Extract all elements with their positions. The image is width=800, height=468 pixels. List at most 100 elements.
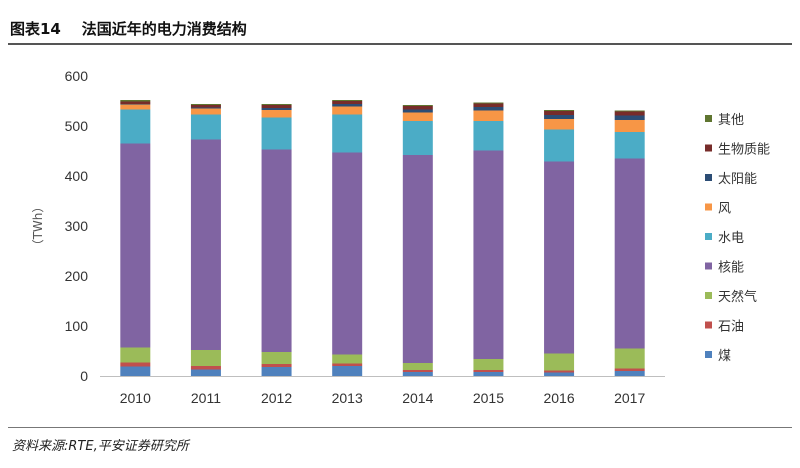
- bar-segment: [120, 101, 151, 104]
- y-tick-label: 600: [65, 68, 89, 84]
- legend-swatch: [705, 144, 712, 152]
- bar-segment: [473, 370, 504, 372]
- bar-segment: [402, 105, 433, 106]
- bar-segment: [544, 129, 575, 162]
- bar-segment: [473, 121, 504, 151]
- legend-label: 太阳能: [718, 172, 757, 187]
- bar-segment: [473, 359, 504, 370]
- bar-segment: [120, 104, 151, 105]
- bar-segment: [402, 112, 433, 121]
- legend-swatch: [705, 321, 712, 329]
- bar-segment: [614, 368, 645, 371]
- legend-label: 风: [718, 202, 731, 217]
- x-tick-label: 2010: [120, 390, 151, 406]
- bar-segment: [190, 139, 221, 350]
- bar-segment: [614, 110, 645, 112]
- bar-segment: [544, 353, 575, 371]
- bar-segment: [261, 117, 292, 150]
- bar-segment: [544, 372, 575, 376]
- chart-header: 图表14 法国近年的电力消费结构: [0, 0, 800, 44]
- legend-label: 水电: [718, 231, 744, 246]
- bar-segment: [544, 110, 575, 111]
- bar-segment: [473, 372, 504, 376]
- bar-segment: [402, 363, 433, 370]
- bar-segment: [614, 371, 645, 376]
- bar-segment: [332, 100, 363, 101]
- legend-swatch: [705, 115, 712, 122]
- bar-segment: [120, 366, 151, 376]
- bar-segment: [614, 120, 645, 132]
- bar-segment: [332, 363, 363, 366]
- bar-segment: [614, 348, 645, 369]
- bar-segment: [120, 100, 151, 102]
- bar-segment: [332, 106, 363, 115]
- bar-segment: [190, 104, 221, 105]
- bar-segment: [473, 103, 504, 107]
- bar-segment: [332, 354, 363, 364]
- x-tick-label: 2017: [614, 390, 645, 406]
- bar-segment: [402, 370, 433, 372]
- legend-label: 生物质能: [718, 143, 770, 158]
- legend-label: 其他: [718, 113, 744, 128]
- chart-title: 图表14 法国近年的电力消费结构: [10, 20, 247, 38]
- bar-segment: [120, 109, 151, 144]
- legend-label: 核能: [718, 261, 744, 276]
- bar-segment: [332, 104, 363, 107]
- bar-segment: [261, 367, 292, 376]
- legend-swatch: [705, 292, 712, 299]
- x-tick-label: 2013: [332, 390, 363, 406]
- bar-segment: [332, 366, 363, 376]
- y-tick-label: 500: [65, 118, 89, 134]
- legend-swatch: [705, 233, 712, 240]
- bar-segment: [120, 143, 151, 348]
- bar-segment: [261, 110, 292, 118]
- bar-segment: [402, 155, 433, 363]
- bar-segment: [614, 111, 645, 116]
- y-tick-label: 100: [65, 318, 89, 334]
- legend-swatch: [705, 203, 712, 211]
- bar-segment: [190, 369, 221, 376]
- x-tick-label: 2016: [543, 390, 574, 406]
- bar-segment: [614, 115, 645, 120]
- bar-segment: [544, 119, 575, 130]
- y-tick-label: 300: [65, 218, 89, 234]
- bar-segment: [544, 115, 575, 119]
- bar-segment: [190, 366, 221, 370]
- bar-segment: [261, 149, 292, 352]
- legend-label: 天然气: [718, 289, 757, 305]
- bar-segment: [544, 111, 575, 115]
- bar-segment: [190, 108, 221, 115]
- bar-segment: [402, 106, 433, 110]
- bar-segment: [473, 110, 504, 121]
- legend-swatch: [705, 262, 712, 270]
- bar-segment: [402, 372, 433, 376]
- x-tick-label: 2012: [261, 390, 292, 406]
- footer-rule: [8, 427, 792, 428]
- bar-segment: [261, 352, 292, 364]
- legend-label: 煤: [718, 349, 731, 364]
- title-rule: [8, 43, 792, 45]
- bar-segment: [473, 102, 504, 104]
- bar-segment: [332, 114, 363, 153]
- bar-segment: [332, 101, 363, 104]
- x-tick-label: 2014: [402, 390, 433, 406]
- source-note: 资料来源:RTE,平安证券研究所: [12, 439, 189, 454]
- bar-segment: [190, 105, 221, 108]
- bar-segment: [402, 109, 433, 113]
- y-tick-label: 400: [65, 168, 89, 184]
- bar-segment: [261, 104, 292, 105]
- bar-segment: [544, 161, 575, 354]
- y-axis-label: （TWh）: [31, 201, 45, 252]
- legend-swatch: [705, 174, 712, 181]
- bar-segment: [190, 107, 221, 109]
- bar-segment: [261, 108, 292, 110]
- bar-segment: [332, 152, 363, 355]
- bar-segment: [190, 350, 221, 366]
- bar-segment: [544, 370, 575, 373]
- x-tick-label: 2015: [473, 390, 504, 406]
- bar-segment: [473, 107, 504, 111]
- y-tick-label: 200: [65, 268, 89, 284]
- x-tick-label: 2011: [191, 390, 221, 406]
- bar-segment: [120, 347, 151, 363]
